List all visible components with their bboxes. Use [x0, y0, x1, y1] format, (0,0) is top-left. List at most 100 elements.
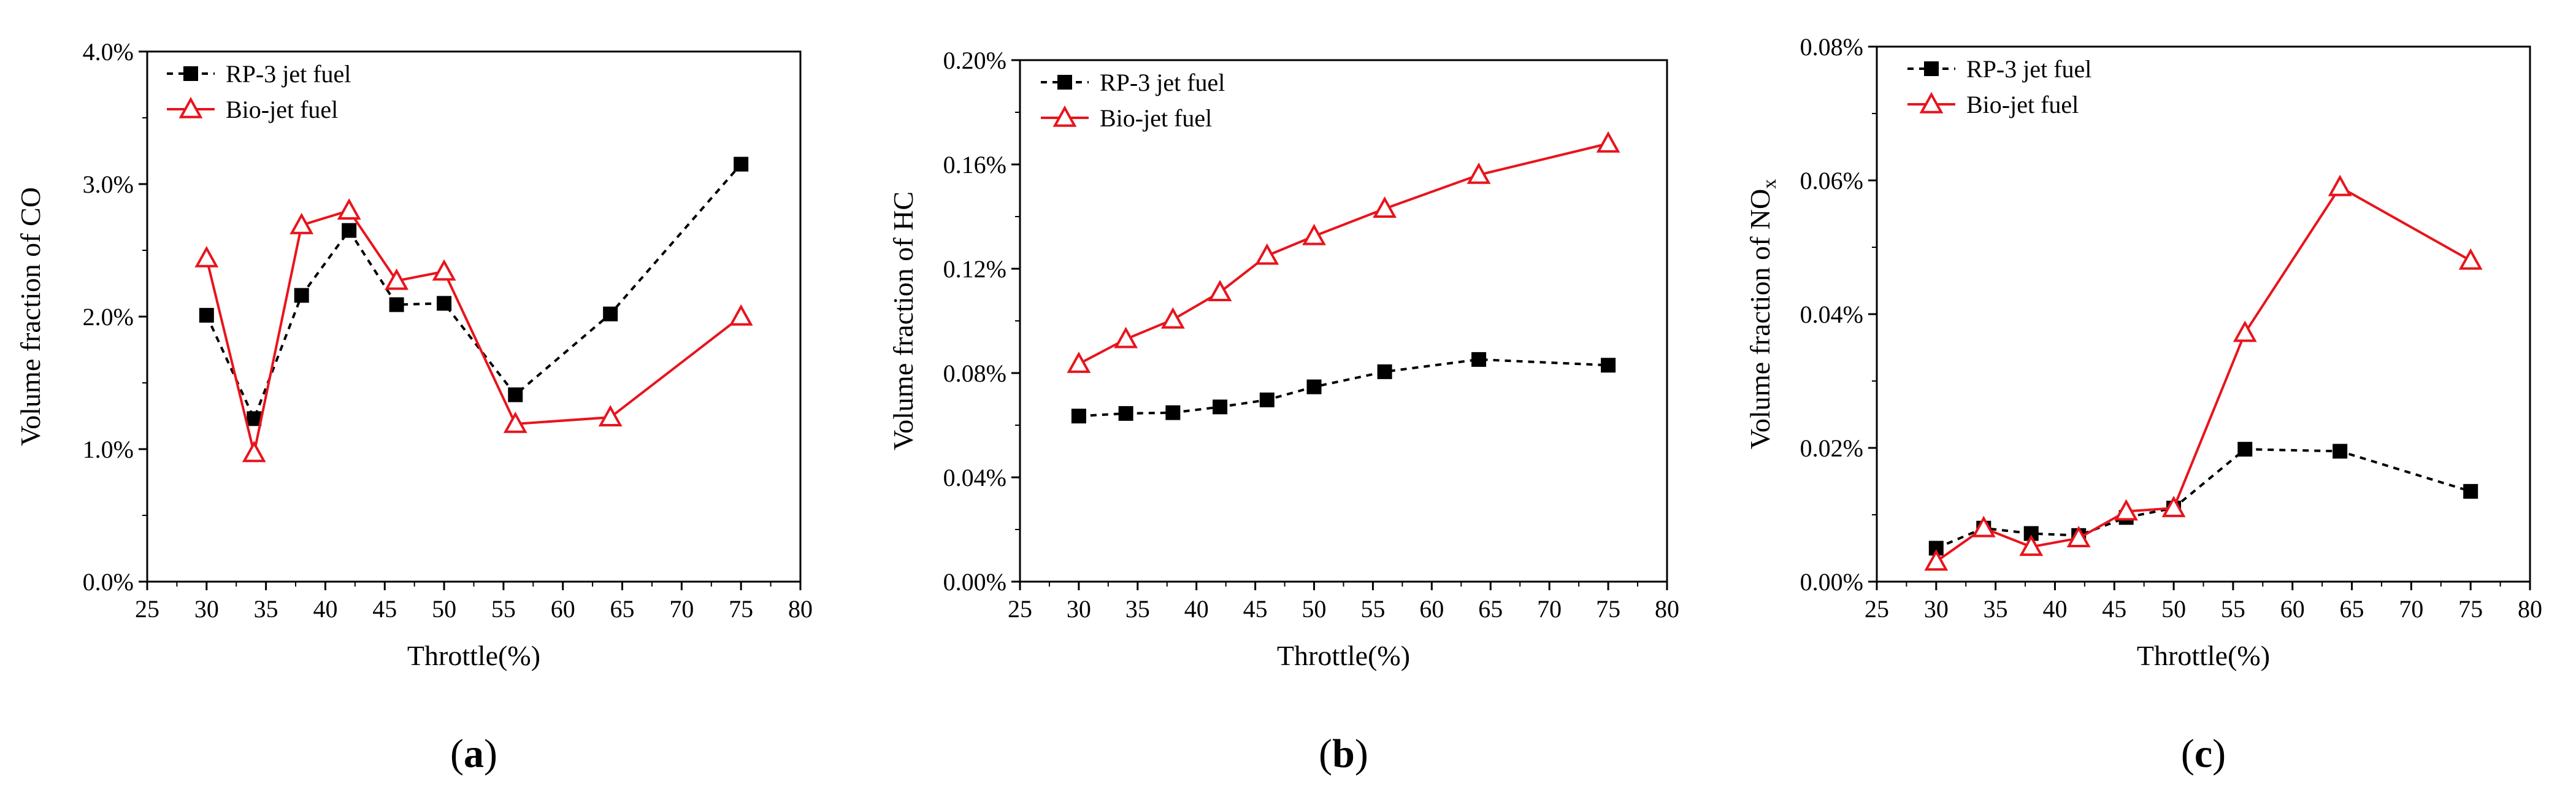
x-tick-label: 40	[2042, 595, 2067, 623]
data-point-rp3	[1118, 406, 1133, 421]
data-point-bio	[598, 405, 623, 426]
data-point-bio	[1255, 243, 1279, 265]
data-point-rp3	[1306, 379, 1322, 395]
x-tick-label: 65	[2340, 595, 2364, 623]
y-tick-label: 0.0%	[83, 568, 134, 596]
y-axis-label: Volume fraction of CO	[15, 187, 46, 446]
y-tick-label: 0.08%	[1800, 33, 1863, 61]
panel-label-open: (	[450, 731, 464, 776]
panel-label-open: (	[2181, 731, 2195, 776]
data-point-bio	[1971, 515, 1996, 537]
data-point-bio	[2328, 174, 2352, 196]
panel-label-close: )	[1355, 731, 1368, 776]
data-point-rp3	[199, 307, 214, 323]
series-line-rp3	[1078, 358, 1609, 418]
panel-label: (a)	[450, 731, 497, 776]
x-tick-label: 80	[1655, 595, 1679, 623]
data-point-rp3	[437, 296, 452, 311]
y-axis-label-text: Volume fraction of HC	[887, 191, 919, 450]
y-axis-label-text: Volume fraction of NO	[1744, 189, 1776, 450]
data-point-bio	[289, 212, 314, 234]
panel-label-letter: a	[464, 731, 484, 776]
x-tick-label: 50	[432, 595, 456, 623]
legend-label: Bio-jet fuel	[226, 96, 338, 123]
x-axis-label: Throttle(%)	[1277, 640, 1410, 671]
legend-entry-rp3: RP-3 jet fuel	[1907, 55, 2091, 83]
y-axis-label-text: Volume fraction of CO	[15, 187, 46, 446]
y-tick-label: 3.0%	[83, 171, 134, 198]
legend-entry-rp3: RP-3 jet fuel	[1041, 69, 1225, 96]
x-tick-label: 65	[1478, 595, 1503, 623]
series-line-bio	[1935, 185, 2472, 563]
x-tick-label: 35	[1125, 595, 1150, 623]
y-tick-label: 0.04%	[943, 464, 1006, 491]
data-point-rp3	[734, 156, 749, 172]
data-point-bio	[1114, 326, 1138, 348]
data-point-bio	[2114, 499, 2139, 521]
x-tick-label: 75	[1596, 595, 1620, 623]
x-tick-label: 45	[2102, 595, 2126, 623]
x-tick-label: 60	[1419, 595, 1444, 623]
data-point-rp3	[294, 288, 309, 303]
panel-label-close: )	[484, 731, 497, 776]
y-tick-label: 0.00%	[1800, 568, 1863, 596]
x-tick-label: 30	[194, 595, 219, 623]
legend-label: RP-3 jet fuel	[226, 60, 351, 88]
series-line-bio	[1078, 142, 1609, 365]
chart-panel-c: 25 30 35 40 45 50 55 60 65 70 75 80 0.00% 0.02% 0.04% 0…	[1744, 33, 2542, 776]
filled-square-marker-icon	[1057, 75, 1072, 90]
data-point-rp3	[1213, 399, 1228, 415]
legend-entry-bio: Bio-jet fuel	[1907, 91, 2079, 118]
panel-label-open: (	[1319, 731, 1332, 776]
data-point-rp3	[1601, 358, 1616, 373]
data-point-bio	[1160, 307, 1185, 329]
plot-frame	[1019, 59, 1668, 583]
x-tick-label: 45	[372, 595, 397, 623]
y-tick-label: 4.0%	[83, 38, 134, 66]
x-tick-label: 70	[1537, 595, 1562, 623]
legend-entry-bio: Bio-jet fuel	[167, 96, 338, 123]
data-point-rp3	[1071, 409, 1086, 424]
legend-label: Bio-jet fuel	[1100, 104, 1212, 132]
data-point-bio	[1373, 196, 1397, 218]
x-tick-label: 35	[254, 595, 278, 623]
x-tick-label: 80	[2518, 595, 2542, 623]
data-point-bio	[242, 441, 266, 463]
x-tick-label: 55	[2221, 595, 2245, 623]
data-point-bio	[194, 245, 219, 268]
x-tick-label: 70	[669, 595, 694, 623]
data-point-bio	[2066, 526, 2091, 547]
y-tick-label: 0.16%	[943, 151, 1006, 179]
plot-frame	[1876, 45, 2531, 583]
chart-panel-a: 25 30 35 40 45 50 55 60 65 70 75 80 0.0% 1.0% 2.0% 3.0%…	[15, 38, 813, 776]
panel-label-close: )	[2212, 731, 2226, 776]
data-point-bio	[1466, 162, 1491, 184]
y-tick-label: 0.06%	[1800, 167, 1863, 194]
data-point-rp3	[2333, 444, 2348, 459]
data-point-bio	[2161, 495, 2186, 517]
data-point-bio	[337, 198, 361, 220]
data-point-rp3	[1377, 364, 1392, 379]
x-tick-label: 60	[2280, 595, 2305, 623]
data-point-bio	[1208, 280, 1232, 302]
legend-entry-bio: Bio-jet fuel	[1041, 104, 1212, 132]
y-axis-label-subscript: x	[1758, 179, 1780, 189]
y-tick-label: 0.02%	[1800, 434, 1863, 462]
legend-label: RP-3 jet fuel	[1100, 69, 1225, 96]
data-point-bio	[503, 411, 527, 433]
x-tick-label: 55	[491, 595, 516, 623]
y-tick-label: 0.00%	[943, 568, 1006, 596]
x-tick-label: 55	[1360, 595, 1385, 623]
panel-label: (b)	[1319, 731, 1368, 776]
plot-frame	[146, 50, 802, 583]
x-tick-label: 70	[2399, 595, 2423, 623]
data-point-rp3	[1165, 405, 1181, 420]
data-point-bio	[432, 259, 456, 281]
data-point-bio	[1924, 549, 1949, 571]
filled-square-marker-icon	[1924, 61, 1939, 76]
x-tick-label: 30	[1924, 595, 1949, 623]
x-tick-label: 25	[135, 595, 159, 623]
x-tick-label: 45	[1243, 595, 1268, 623]
data-point-rp3	[1259, 392, 1275, 407]
series-line-rp3	[1936, 448, 2471, 550]
